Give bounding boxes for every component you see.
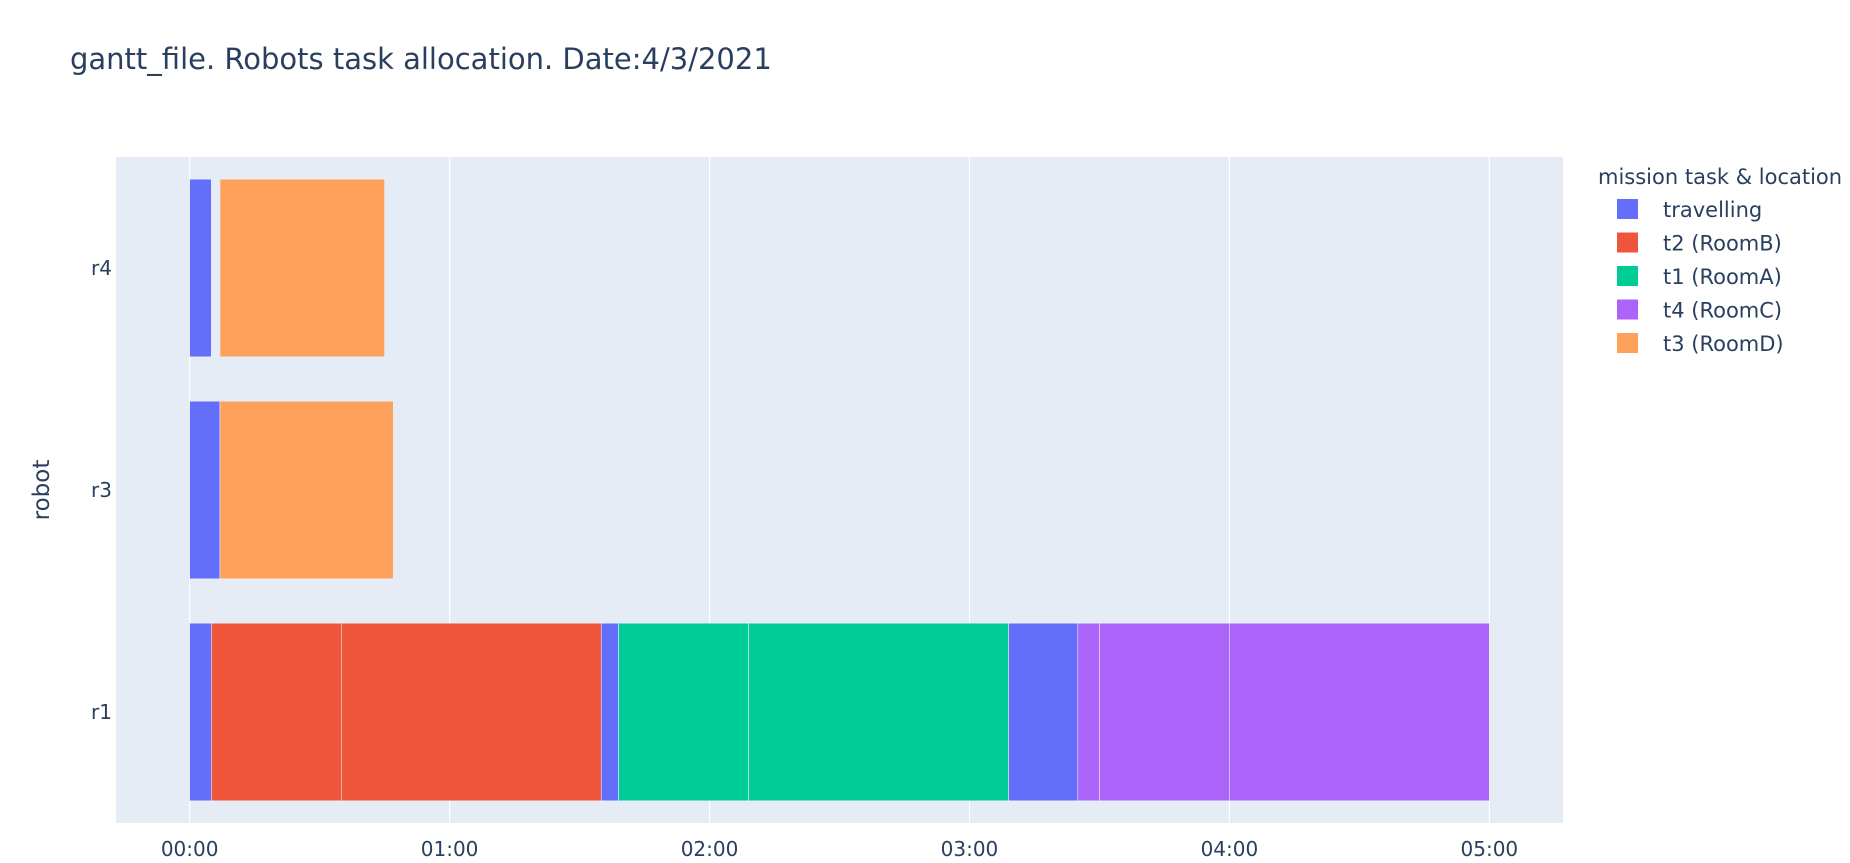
x-tick-label: 02:00 <box>681 837 739 861</box>
legend-swatch <box>1617 333 1638 353</box>
y-tick-label: r1 <box>91 700 112 724</box>
legend-swatch <box>1617 299 1638 320</box>
bar-segment <box>600 622 619 802</box>
y-axis: r1 r3 r4 <box>91 256 112 724</box>
legend-swatch <box>1617 232 1638 253</box>
bar-segment <box>618 622 749 802</box>
bar-segment <box>211 622 342 802</box>
bar-segment <box>748 622 1009 802</box>
bar-segment <box>340 622 602 802</box>
y-tick-label: r4 <box>91 256 112 280</box>
legend-title: mission task & location <box>1598 165 1842 189</box>
bar-segment <box>189 400 221 580</box>
bars <box>189 178 1490 802</box>
y-axis-title: robot <box>29 460 55 521</box>
x-tick-label: 00:00 <box>161 837 219 861</box>
bar-segment <box>189 622 212 802</box>
bar-segment <box>1008 622 1079 802</box>
legend-label: t2 (RoomB) <box>1663 232 1782 256</box>
legend-label: t3 (RoomD) <box>1663 332 1784 356</box>
chart-title: gantt_file. Robots task allocation. Date… <box>70 42 772 76</box>
bar-segment <box>1077 622 1100 802</box>
x-tick-label: 01:00 <box>421 837 479 861</box>
x-tick-label: 03:00 <box>941 837 999 861</box>
legend-label: t1 (RoomA) <box>1663 265 1782 289</box>
legend: mission task & location travelling t2 (Ro… <box>1598 165 1842 356</box>
legend-label: t4 (RoomC) <box>1663 299 1782 323</box>
x-tick-label: 05:00 <box>1461 837 1519 861</box>
x-tick-label: 04:00 <box>1201 837 1259 861</box>
bar-segment <box>1099 622 1230 802</box>
legend-swatch <box>1617 266 1638 286</box>
x-axis: 00:00 01:00 02:00 03:00 04:00 05:00 <box>161 837 1518 861</box>
bar-segment <box>219 400 394 580</box>
legend-label: travelling <box>1663 198 1762 222</box>
bar-segment <box>1229 622 1490 802</box>
bar-segment <box>189 178 212 358</box>
legend-swatch <box>1617 199 1638 219</box>
bar-segment <box>219 178 385 358</box>
y-tick-label: r3 <box>91 478 112 502</box>
